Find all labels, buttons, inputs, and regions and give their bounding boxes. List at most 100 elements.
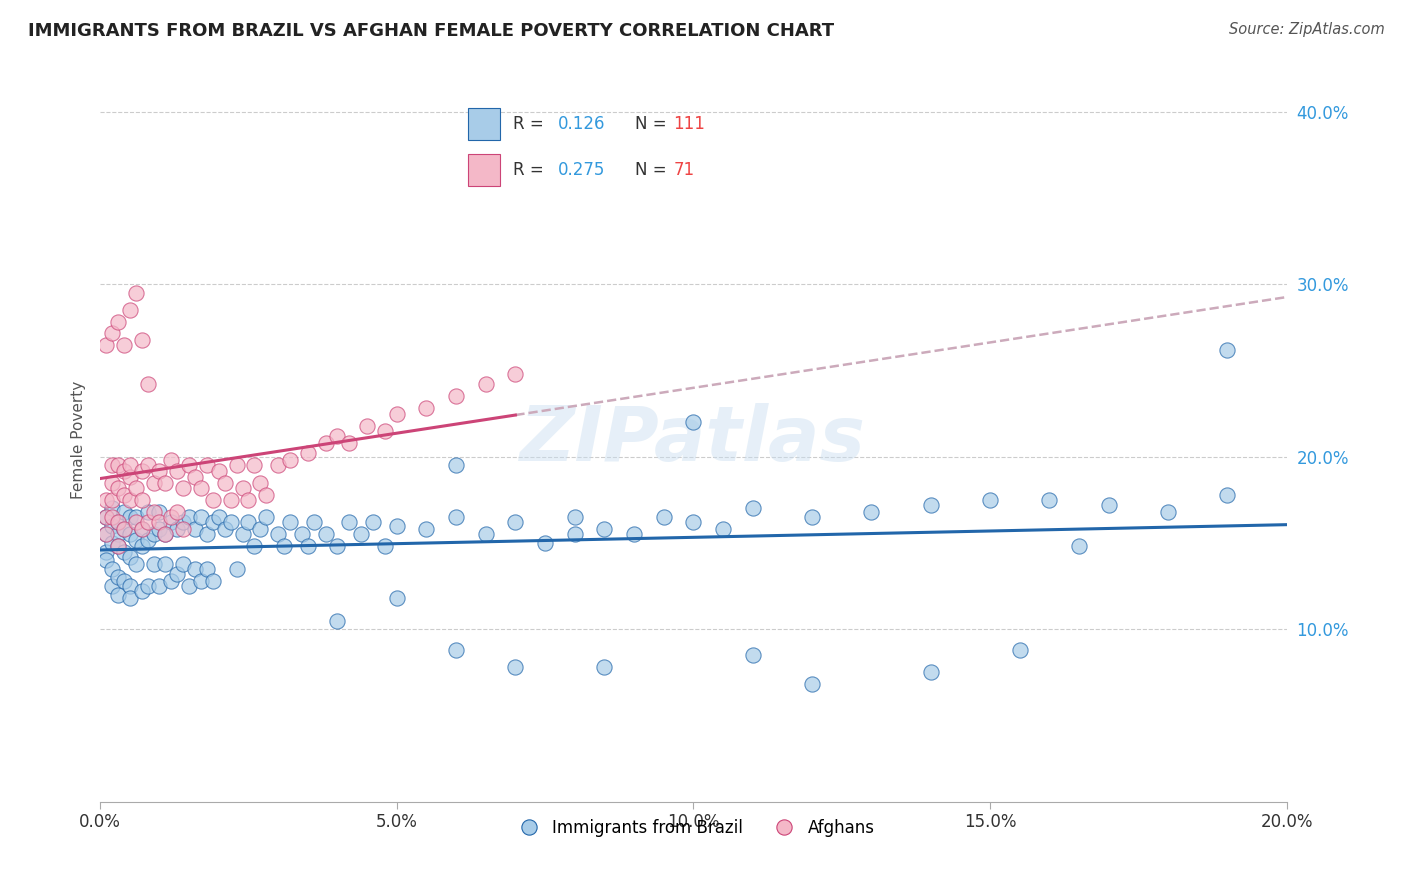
Point: [107, 481, 129, 495]
Point: [160, 574, 183, 588]
Point: [107, 588, 129, 602]
Point: [920, 498, 942, 512]
Point: [337, 436, 360, 450]
Point: [179, 458, 201, 473]
Point: [125, 510, 148, 524]
Point: [107, 527, 129, 541]
Point: [101, 458, 124, 473]
Point: [148, 464, 170, 478]
Point: [118, 527, 141, 541]
Point: [444, 458, 467, 473]
Point: [166, 566, 188, 581]
Point: [172, 481, 194, 495]
Point: [278, 515, 301, 529]
Point: [101, 510, 124, 524]
Point: [101, 536, 124, 550]
Point: [219, 515, 242, 529]
Point: [208, 510, 231, 524]
Point: [112, 544, 135, 558]
Point: [125, 557, 148, 571]
Point: [101, 475, 124, 490]
Point: [190, 481, 212, 495]
Point: [94, 510, 117, 524]
Point: [238, 492, 260, 507]
Point: [112, 522, 135, 536]
Point: [131, 464, 153, 478]
Point: [142, 505, 165, 519]
Point: [534, 536, 557, 550]
Point: [297, 446, 319, 460]
Point: [166, 522, 188, 536]
Point: [682, 515, 704, 529]
Point: [201, 515, 224, 529]
Point: [505, 515, 527, 529]
Point: [291, 527, 314, 541]
Point: [415, 401, 437, 416]
Point: [219, 492, 242, 507]
Point: [505, 367, 527, 381]
Point: [273, 540, 295, 554]
Point: [142, 475, 165, 490]
Point: [741, 501, 763, 516]
Point: [107, 515, 129, 529]
Point: [112, 522, 135, 536]
Point: [356, 418, 378, 433]
Point: [682, 415, 704, 429]
Point: [1216, 488, 1239, 502]
Point: [326, 429, 349, 443]
Point: [107, 515, 129, 529]
Point: [131, 492, 153, 507]
Point: [179, 579, 201, 593]
Point: [979, 492, 1001, 507]
Point: [361, 515, 384, 529]
Point: [315, 527, 337, 541]
Point: [160, 453, 183, 467]
Point: [231, 481, 253, 495]
Point: [278, 453, 301, 467]
Point: [118, 549, 141, 564]
Point: [860, 505, 883, 519]
Point: [125, 533, 148, 547]
Point: [474, 377, 496, 392]
Point: [214, 475, 236, 490]
Point: [172, 522, 194, 536]
Point: [112, 464, 135, 478]
Point: [267, 527, 290, 541]
Point: [118, 591, 141, 606]
Point: [94, 544, 117, 558]
Point: [1067, 540, 1090, 554]
Legend: Immigrants from Brazil, Afghans: Immigrants from Brazil, Afghans: [505, 813, 882, 844]
Point: [254, 488, 277, 502]
Point: [190, 510, 212, 524]
Point: [131, 333, 153, 347]
Point: [107, 458, 129, 473]
Point: [1097, 498, 1119, 512]
Point: [148, 579, 170, 593]
Point: [125, 481, 148, 495]
Point: [94, 553, 117, 567]
Point: [374, 424, 396, 438]
Point: [118, 579, 141, 593]
Point: [136, 533, 159, 547]
Point: [166, 464, 188, 478]
Point: [160, 515, 183, 529]
Point: [142, 527, 165, 541]
Point: [94, 527, 117, 541]
Point: [195, 458, 218, 473]
Point: [172, 557, 194, 571]
Point: [94, 527, 117, 541]
Point: [94, 337, 117, 351]
Point: [172, 515, 194, 529]
Point: [337, 515, 360, 529]
Point: [155, 527, 177, 541]
Point: [243, 540, 266, 554]
Point: [125, 285, 148, 300]
Point: [101, 579, 124, 593]
Point: [148, 515, 170, 529]
Point: [1038, 492, 1060, 507]
Text: ZIPatlas: ZIPatlas: [520, 402, 866, 476]
Point: [249, 522, 271, 536]
Point: [564, 510, 586, 524]
Point: [1157, 505, 1180, 519]
Point: [214, 522, 236, 536]
